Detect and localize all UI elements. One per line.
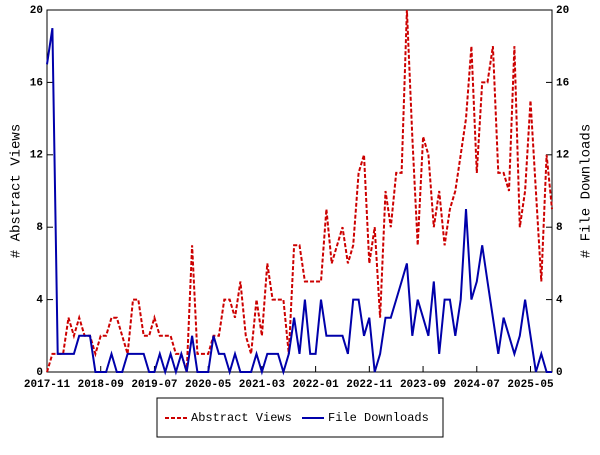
y2-tick-label: 4 (556, 295, 563, 307)
y2-tick-label: 8 (556, 222, 563, 234)
y2-tick-label: 16 (556, 77, 569, 89)
y-tick-label: 20 (30, 5, 43, 17)
series-line (46, 27, 552, 376)
x-tick-label: 2024-07 (454, 379, 500, 391)
x-tick-label: 2018-09 (78, 379, 124, 391)
y-axis-label: # Abstract Views (9, 124, 25, 258)
y-tick-label: 0 (36, 367, 43, 379)
x-tick-label: 2023-09 (400, 379, 446, 391)
legend-box (156, 397, 444, 438)
plot-frame (46, 9, 553, 373)
y2-tick-label: 0 (556, 367, 563, 379)
series-line (46, 9, 553, 373)
y-tick-label: 16 (30, 77, 43, 89)
y-tick-label: 8 (36, 222, 43, 234)
legend-label: Abstract Views (191, 411, 292, 425)
x-tick-label: 2019-07 (131, 379, 177, 391)
y2-axis-label: # File Downloads (579, 124, 595, 258)
x-tick-label: 2022-11 (346, 379, 393, 391)
y2-tick-label: 20 (556, 5, 569, 17)
x-tick-label: 2025-05 (507, 379, 554, 391)
x-tick-label: 2022-01 (293, 379, 340, 391)
x-tick-label: 2021-03 (239, 379, 286, 391)
x-tick-label: 2017-11 (24, 379, 71, 391)
legend-label: File Downloads (328, 411, 429, 425)
y2-tick-label: 12 (556, 150, 569, 162)
y-tick-label: 12 (30, 150, 43, 162)
x-tick-label: 2020-05 (185, 379, 232, 391)
y-tick-label: 4 (36, 295, 43, 307)
